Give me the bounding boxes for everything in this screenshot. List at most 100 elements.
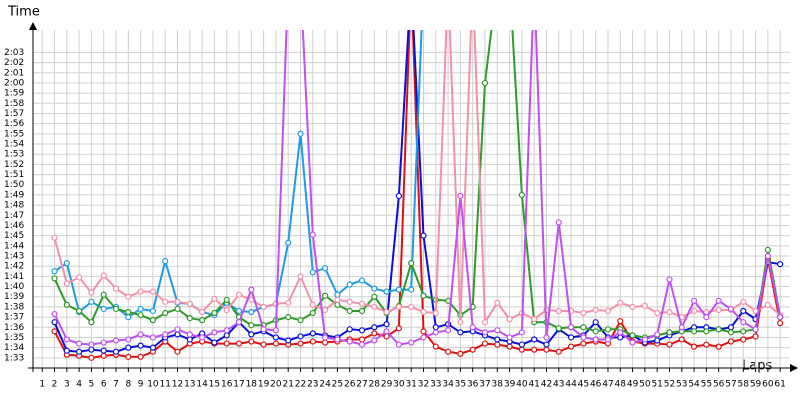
point xyxy=(297,130,304,137)
point xyxy=(678,336,685,343)
x-tick-label: 26 xyxy=(344,380,356,390)
point xyxy=(690,297,698,304)
point xyxy=(432,309,439,317)
x-tick-label: 60 xyxy=(762,380,774,390)
y-tick-label: 1:57 xyxy=(4,109,24,119)
y-tick-label: 1:39 xyxy=(4,292,24,302)
point xyxy=(592,336,599,343)
point xyxy=(604,336,612,343)
point xyxy=(211,339,218,346)
x-tick-label: 14 xyxy=(196,380,208,390)
x-tick-label: 41 xyxy=(528,380,539,390)
point xyxy=(567,324,575,331)
x-tick-label: 24 xyxy=(319,380,331,390)
point xyxy=(149,317,157,324)
point xyxy=(371,337,378,344)
x-tick-label: 16 xyxy=(221,380,233,390)
point xyxy=(764,246,771,254)
y-tick-label: 1:37 xyxy=(4,313,24,323)
point xyxy=(186,336,193,343)
x-tick-label: 23 xyxy=(307,380,318,390)
point xyxy=(51,268,58,275)
point xyxy=(703,313,710,321)
point xyxy=(703,341,710,348)
point xyxy=(285,337,292,344)
y-tick-label: 1:43 xyxy=(4,252,24,262)
point xyxy=(481,319,489,326)
point xyxy=(346,281,353,288)
point xyxy=(149,334,157,341)
point xyxy=(740,319,747,326)
x-tick-label: 56 xyxy=(713,380,725,390)
point xyxy=(444,327,452,334)
point xyxy=(740,328,747,335)
x-tick-label: 5 xyxy=(89,380,95,390)
y-tick-label: 1:51 xyxy=(4,170,24,180)
point xyxy=(654,337,661,344)
y-tick-label: 1:44 xyxy=(4,241,24,251)
x-tick-label: 42 xyxy=(541,380,552,390)
point xyxy=(654,309,661,317)
point xyxy=(666,341,673,348)
point xyxy=(740,307,747,315)
x-tick-label: 32 xyxy=(418,380,429,390)
y-tick-label: 1:42 xyxy=(4,262,24,272)
x-tick-label: 47 xyxy=(602,380,613,390)
point xyxy=(420,308,427,316)
x-axis-arrow xyxy=(790,364,798,372)
y-tick-label: 1:48 xyxy=(4,201,24,211)
y-tick-label: 1:53 xyxy=(4,150,24,160)
point xyxy=(531,336,538,343)
point xyxy=(408,286,415,293)
point xyxy=(752,307,759,315)
point xyxy=(629,339,636,346)
point xyxy=(715,343,722,350)
point xyxy=(494,327,501,334)
point xyxy=(777,313,784,321)
point xyxy=(297,340,304,347)
point xyxy=(531,316,538,323)
point xyxy=(309,301,316,308)
point xyxy=(666,276,673,283)
point xyxy=(408,339,415,346)
point xyxy=(518,341,525,348)
point xyxy=(506,343,513,350)
point xyxy=(321,334,329,341)
point xyxy=(395,341,402,348)
x-tick-label: 53 xyxy=(676,380,687,390)
point xyxy=(420,292,427,299)
x-tick-label: 37 xyxy=(479,380,490,390)
y-tick-label: 1:45 xyxy=(4,231,24,241)
point xyxy=(346,298,353,305)
point xyxy=(137,311,144,319)
point xyxy=(346,307,353,315)
point xyxy=(690,343,698,350)
point xyxy=(88,298,95,305)
x-tick-label: 7 xyxy=(113,380,119,390)
x-tick-label: 55 xyxy=(701,380,712,390)
point xyxy=(223,306,230,314)
point xyxy=(457,192,464,200)
point xyxy=(272,334,280,341)
x-tick-label: 28 xyxy=(369,380,381,390)
point xyxy=(137,342,144,349)
point xyxy=(371,293,378,300)
x-tick-label: 19 xyxy=(258,380,270,390)
point xyxy=(715,326,722,333)
point xyxy=(199,334,206,341)
point xyxy=(395,286,402,293)
x-tick-label: 3 xyxy=(64,380,70,390)
point xyxy=(137,331,144,338)
x-axis-title: Laps xyxy=(742,359,772,374)
point xyxy=(174,298,181,305)
point xyxy=(494,336,501,343)
point xyxy=(186,331,193,338)
y-tick-label: 1:36 xyxy=(4,323,24,333)
point xyxy=(383,321,390,328)
point xyxy=(457,319,464,326)
y-axis-arrow xyxy=(29,22,37,30)
point xyxy=(432,324,439,331)
point xyxy=(100,352,107,359)
point xyxy=(371,330,378,337)
